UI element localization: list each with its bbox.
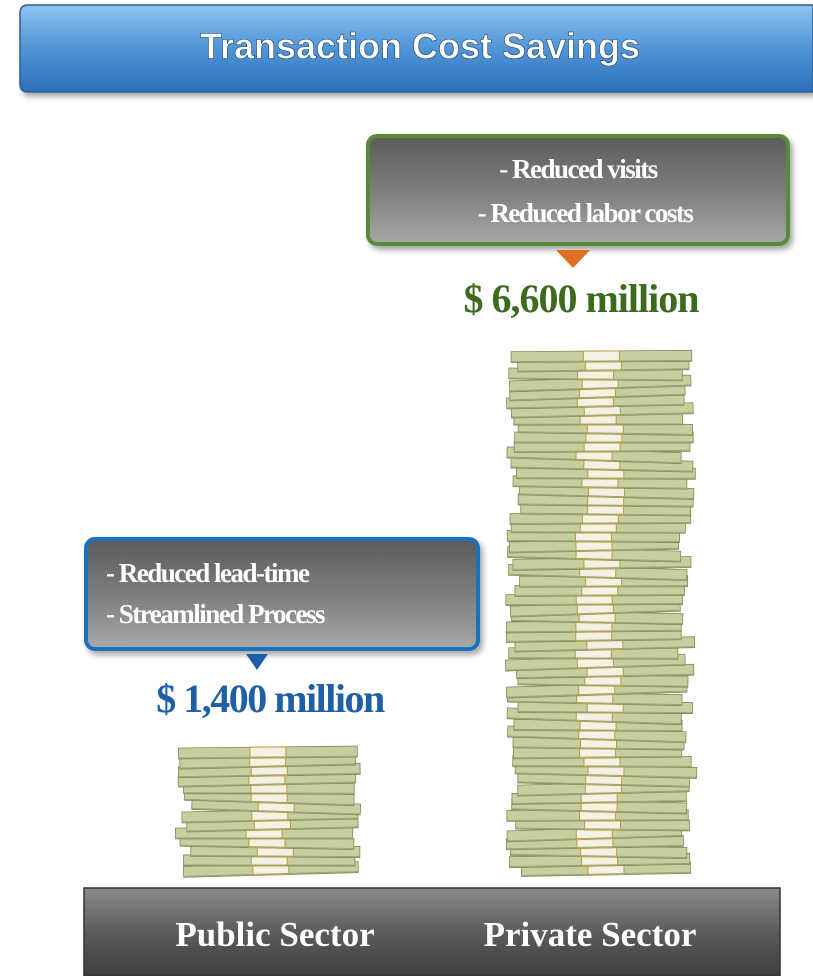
bill-edge bbox=[509, 547, 679, 553]
bill-edge bbox=[184, 798, 354, 806]
bill-edge bbox=[506, 403, 685, 409]
bill-edge bbox=[506, 638, 682, 642]
title: Transaction Cost Savings bbox=[200, 26, 640, 67]
amount: $ 1,400 million bbox=[156, 676, 385, 721]
note: - Reduced lead-time bbox=[106, 558, 310, 588]
bill-edge bbox=[510, 609, 681, 617]
bill-edge bbox=[510, 522, 691, 524]
bill-edge bbox=[518, 431, 693, 435]
bill-edge bbox=[511, 619, 683, 625]
bill-edge bbox=[507, 834, 682, 842]
callout-box bbox=[84, 537, 480, 651]
bill-edge bbox=[507, 735, 686, 743]
bill-edge bbox=[514, 593, 685, 597]
bill-edge bbox=[509, 393, 686, 401]
bill-edge bbox=[515, 646, 695, 652]
bill-edge bbox=[521, 871, 691, 876]
bill-edge bbox=[506, 844, 684, 850]
bill-edge bbox=[513, 755, 682, 759]
bill-edge bbox=[517, 368, 690, 372]
bill-edge bbox=[510, 466, 693, 472]
bill-edge bbox=[507, 717, 682, 725]
bill-edge bbox=[178, 755, 358, 759]
bill-edge bbox=[520, 512, 691, 516]
amount: $ 6,600 million bbox=[463, 276, 699, 321]
bill-edge bbox=[512, 765, 692, 767]
bill-edge bbox=[514, 449, 691, 453]
bill-edge bbox=[506, 819, 689, 821]
bill-edge bbox=[510, 853, 687, 859]
bill-edge bbox=[512, 746, 684, 750]
bill-edge bbox=[519, 585, 688, 587]
bill-edge bbox=[178, 772, 361, 778]
bill-edge bbox=[516, 673, 694, 679]
sector-label: Private Sector bbox=[484, 915, 697, 954]
bill-edge bbox=[507, 556, 681, 562]
bill-edge bbox=[515, 827, 690, 831]
bill-edge bbox=[513, 566, 692, 570]
bill-edge bbox=[190, 855, 360, 858]
bill-edge bbox=[512, 800, 687, 804]
bill-edge bbox=[513, 728, 683, 731]
note: - Reduced visits bbox=[499, 154, 657, 184]
bill-edge bbox=[191, 807, 361, 815]
bill-edge bbox=[519, 493, 694, 500]
bill-edge bbox=[506, 629, 682, 633]
bill-edge bbox=[509, 384, 692, 392]
bill-edge bbox=[506, 456, 681, 464]
note: - Streamlined Process bbox=[106, 599, 325, 629]
bill-edge bbox=[180, 844, 354, 850]
bill-edge bbox=[507, 700, 682, 706]
bill bbox=[183, 854, 356, 867]
bill-edge bbox=[518, 503, 694, 507]
bill-edge bbox=[179, 763, 356, 769]
note: - Reduced labor costs bbox=[478, 198, 694, 228]
bill-edge bbox=[183, 871, 359, 877]
bill-edge bbox=[517, 683, 688, 687]
bill-edge bbox=[505, 602, 683, 606]
bill-edge bbox=[186, 826, 359, 832]
bill-edge bbox=[517, 710, 693, 714]
bill bbox=[191, 798, 362, 816]
bill-edge bbox=[512, 485, 687, 489]
bill-edge bbox=[509, 862, 690, 868]
bill-edge bbox=[508, 377, 683, 381]
bill-edge bbox=[511, 412, 694, 418]
bill-edge bbox=[511, 359, 692, 363]
money-stack bbox=[505, 349, 698, 877]
bill-edge bbox=[515, 772, 697, 778]
callout-pointer bbox=[246, 654, 268, 670]
money-stack bbox=[175, 745, 362, 878]
bill-edge bbox=[182, 817, 358, 823]
bill-edge bbox=[516, 477, 696, 479]
bill bbox=[510, 349, 693, 364]
bill-edge bbox=[517, 790, 690, 796]
bill-edge bbox=[511, 808, 687, 814]
bill-edge bbox=[183, 792, 355, 794]
bill-edge bbox=[178, 781, 356, 787]
base-bar bbox=[83, 887, 781, 976]
bill-band bbox=[582, 350, 620, 363]
bill-edge bbox=[507, 539, 680, 543]
callout-pointer bbox=[556, 250, 590, 268]
bill-edge bbox=[506, 690, 688, 698]
bill-edge bbox=[505, 663, 686, 671]
bill-edge bbox=[508, 573, 687, 581]
bill-band bbox=[249, 746, 287, 759]
sector-label: Public Sector bbox=[175, 915, 374, 954]
bill-edge bbox=[517, 781, 690, 787]
title-banner bbox=[19, 4, 813, 93]
callout-box bbox=[366, 134, 790, 246]
bill bbox=[178, 745, 358, 760]
